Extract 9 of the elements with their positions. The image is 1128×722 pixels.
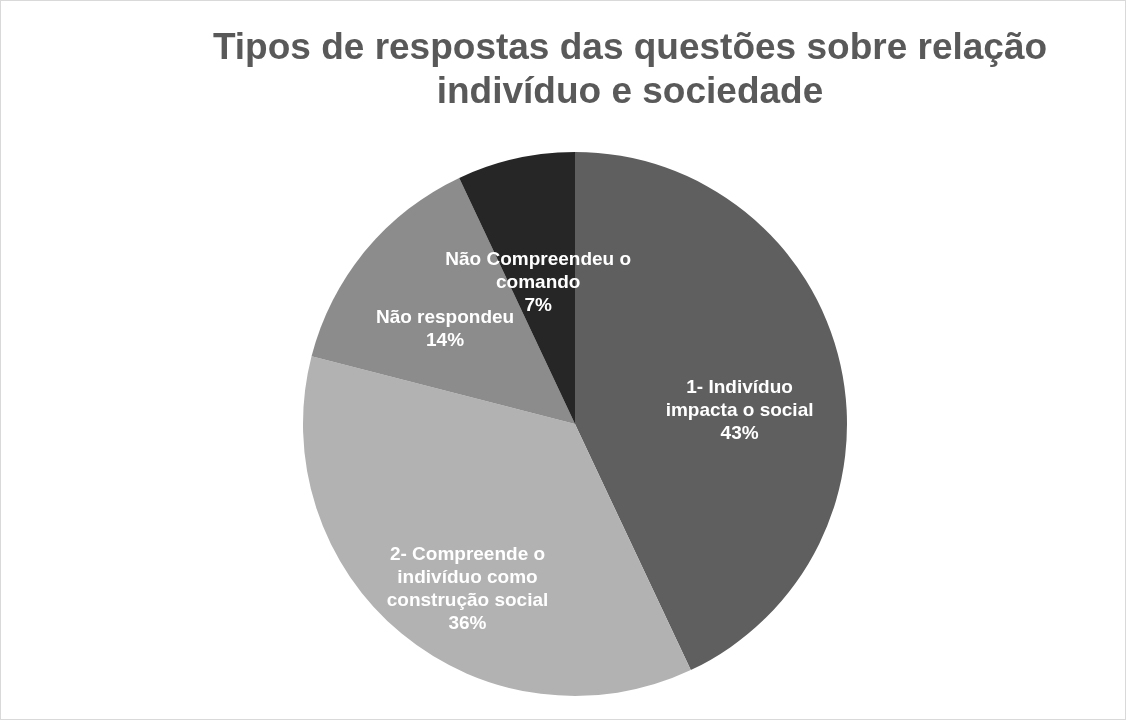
data-label: 36% bbox=[448, 611, 487, 633]
slice-label: Não respondeu bbox=[375, 305, 515, 327]
slice-label: 1- Indivíduo impacta o social bbox=[665, 376, 814, 421]
data-label: 43% bbox=[720, 422, 759, 444]
chart-title: Tipos de respostas das questões sobre relação indivíduo e sociedade bbox=[212, 26, 1048, 111]
slice-label: Não Compreendeu o comando bbox=[445, 248, 632, 293]
data-label: 14% bbox=[426, 328, 465, 350]
data-label: 7% bbox=[524, 294, 553, 316]
slice-label: 2- Compreende o indivíduo como construção social bbox=[386, 542, 549, 610]
